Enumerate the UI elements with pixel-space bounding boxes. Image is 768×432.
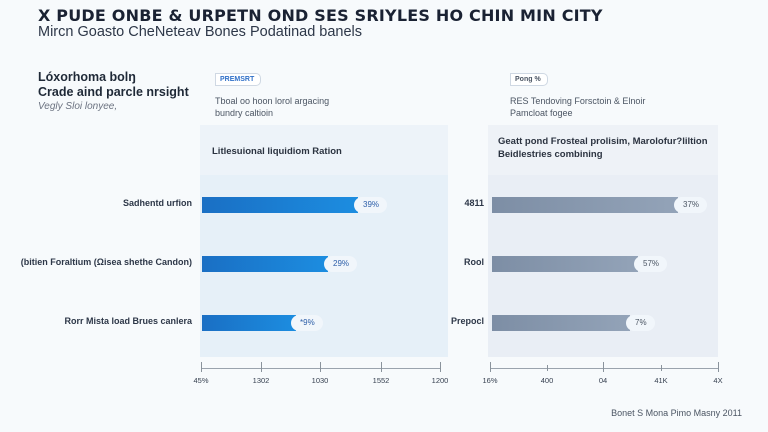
right-x-tick-1: 16% — [482, 376, 498, 385]
right-chart-title: Geatt pond Frosteal prolisim, Marolofur?… — [498, 135, 708, 161]
left-x-tick-1: 45% — [193, 376, 209, 385]
legend-right-desc-2: Pamcloat fogee — [510, 108, 573, 118]
right-row-label-1: 4811 — [464, 198, 484, 208]
left-row-label-2: (bitien Foraltium (Ωisea shethe Candon) — [20, 257, 192, 267]
left-x-tick-4: 1552 — [372, 376, 390, 385]
legend-left: PREMSRT Tboal oo hoon lorol argacing bun… — [215, 68, 329, 119]
left-x-tick-2: 1302 — [252, 376, 270, 385]
intro-line-1: Lóxorhoma bolŋ — [38, 70, 136, 84]
right-x-tick-4: 41K — [654, 376, 668, 385]
right-x-tick-5: 4X — [713, 376, 723, 385]
right-bar-2 — [492, 256, 638, 272]
left-x-tick-3: 1030 — [311, 376, 329, 385]
legend-left-desc-2: bundry caltioin — [215, 108, 274, 118]
right-x-tick-3: 04 — [598, 376, 608, 385]
left-bar-1 — [202, 197, 358, 213]
left-x-axis: 45% 1302 1030 1552 1200 — [193, 362, 448, 392]
left-bar-2-value: 29% — [324, 256, 358, 272]
left-bar-3-value: *9% — [291, 315, 323, 331]
right-row-label-3: Prepocl — [450, 316, 484, 326]
right-x-tick-2: 400 — [540, 376, 554, 385]
right-chart-title-line-2: Beidlestries combining — [498, 149, 603, 160]
page-subtitle: Mircn Goasto CheNeteav Bones Podatinad b… — [38, 24, 363, 40]
intro-line-2: Crade aind parcle nrsight — [38, 85, 189, 99]
right-bar-3-value: 7% — [626, 315, 655, 331]
legend-right-badge: Pong % — [510, 73, 548, 86]
source-note: Bonet S Mona Pimo Masny 2011 — [611, 408, 742, 418]
right-row-label-2: Rool — [464, 257, 484, 267]
right-bar-1-value: 37% — [674, 197, 708, 213]
legend-left-badge: PREMSRT — [215, 73, 262, 86]
legend-left-desc-1: Tboal oo hoon lorol argacing — [215, 96, 330, 106]
left-row-label-3: Rorr Mista load Brues canlera — [64, 316, 192, 326]
right-x-axis: 16% 400 04 41K 4X — [482, 362, 723, 392]
right-bar-3 — [492, 315, 630, 331]
left-bar-1-value: 39% — [354, 197, 388, 213]
intro-note: Vegly Sloi lonyee, — [38, 101, 118, 112]
left-bar-2 — [202, 256, 328, 272]
right-bar-2-value: 57% — [634, 256, 668, 272]
left-bar-3 — [202, 315, 296, 331]
left-row-label-1: Sadhentd urfion — [123, 198, 192, 208]
left-chart-title: Litlesuional liquidiom Ration — [212, 146, 342, 157]
left-x-tick-5: 1200 — [431, 376, 449, 385]
right-chart-title-line-1: Geatt pond Frosteal prolisim, Marolofur?… — [498, 136, 708, 147]
legend-right: Pong % RES Tendoving Forsctoin & Elnoir … — [510, 68, 645, 119]
intro-block: Lóxorhoma bolŋ Crade aind parcle nrsight… — [38, 70, 189, 112]
legend-right-desc-1: RES Tendoving Forsctoin & Elnoir — [510, 96, 646, 106]
page-title: X PUDE ONBE & URPETN OND SES SRIYLES HO … — [38, 6, 603, 25]
right-bar-1 — [492, 197, 678, 213]
